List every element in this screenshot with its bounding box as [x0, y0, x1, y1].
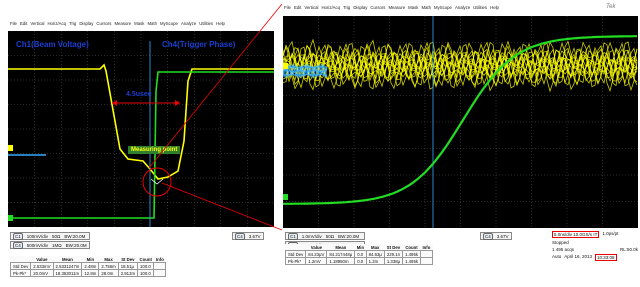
table-cell: 84.217448μ — [327, 251, 355, 258]
table-cell: Pk-Pk* — [286, 258, 306, 265]
channel-row: C1 1.0mV/div 50Ω BW:20.0M — [285, 232, 365, 240]
time: 10:33:08 — [595, 254, 617, 261]
table-cell: 1.18950m — [327, 258, 355, 265]
table-cell: 84.23μV — [306, 251, 327, 258]
acq-count: 1 495 acqs — [552, 247, 574, 252]
acquisition-status: 5.0ns/div 10.0GS/s IT 1.0ps/pt Stopped 1… — [552, 231, 638, 261]
menu-item[interactable]: Analyze — [455, 5, 470, 10]
menu-item[interactable]: Cursors — [370, 5, 385, 10]
menu-item[interactable]: Mask — [408, 5, 418, 10]
menu-item[interactable]: File — [284, 5, 291, 10]
channel-bandwidth: BW:20.0M — [338, 234, 359, 239]
menu-item[interactable]: MyScope — [434, 5, 452, 10]
table-cell: 1.2mV — [306, 258, 327, 265]
table-cell: 1.495k — [403, 258, 421, 265]
menu-item[interactable]: Vertical — [304, 5, 318, 10]
acq-mode: IT — [593, 232, 597, 237]
menu-item[interactable]: Trig — [343, 5, 350, 10]
table-cell: 229.1n — [384, 251, 402, 258]
record-length: RL:50.0k — [620, 247, 638, 252]
channel-id: C1 — [288, 233, 298, 240]
channel-impedance: 50Ω — [326, 234, 334, 239]
table-cell: 0.0 — [355, 251, 366, 258]
sample-rate: 10.0GS/s — [573, 232, 592, 237]
date: April 16, 2013 — [564, 254, 592, 261]
timebase-scale: 5.0ns/div — [554, 232, 572, 237]
scope-screen — [283, 16, 638, 228]
menu-item[interactable]: Edit — [294, 5, 301, 10]
table-cell: Std Dev — [286, 251, 306, 258]
trigger-source: C4 — [483, 233, 493, 240]
table-cell: 1.495k — [403, 251, 421, 258]
trigger-level: 3.67V — [497, 234, 509, 239]
menu-item[interactable]: Display — [353, 5, 367, 10]
table-row: Pk-Pk*1.2mV1.18950m0.01.2m1.338μ1.495k — [286, 258, 433, 265]
table-cell — [420, 251, 432, 258]
menu-item[interactable]: Help — [490, 5, 499, 10]
table-cell: 1.2m — [366, 258, 384, 265]
table-cell — [420, 258, 432, 265]
menu-item[interactable]: Utilities — [473, 5, 487, 10]
page: FileEditVerticalHoriz/AcqTrigDisplayCurs… — [0, 0, 640, 287]
brand: Tek — [606, 4, 615, 10]
table-cell: 0.0 — [355, 258, 366, 265]
menu-item[interactable]: Measure — [388, 5, 405, 10]
resolution: 1.0ps/pt — [602, 231, 618, 238]
timebase: 5.0ns/div 10.0GS/s IT — [552, 231, 599, 238]
trigger-info: C4 3.67V — [480, 232, 512, 240]
channel-scale: 1.0mV/div — [302, 234, 322, 239]
table-cell: 84.63μ — [366, 251, 384, 258]
menu-item[interactable]: Math — [421, 5, 431, 10]
table-cell: 1.338μ — [384, 258, 402, 265]
menu-item[interactable]: Horiz/Acq — [321, 5, 340, 10]
trigger-mode: Auto — [552, 254, 561, 261]
run-state: Stopped — [552, 240, 638, 245]
